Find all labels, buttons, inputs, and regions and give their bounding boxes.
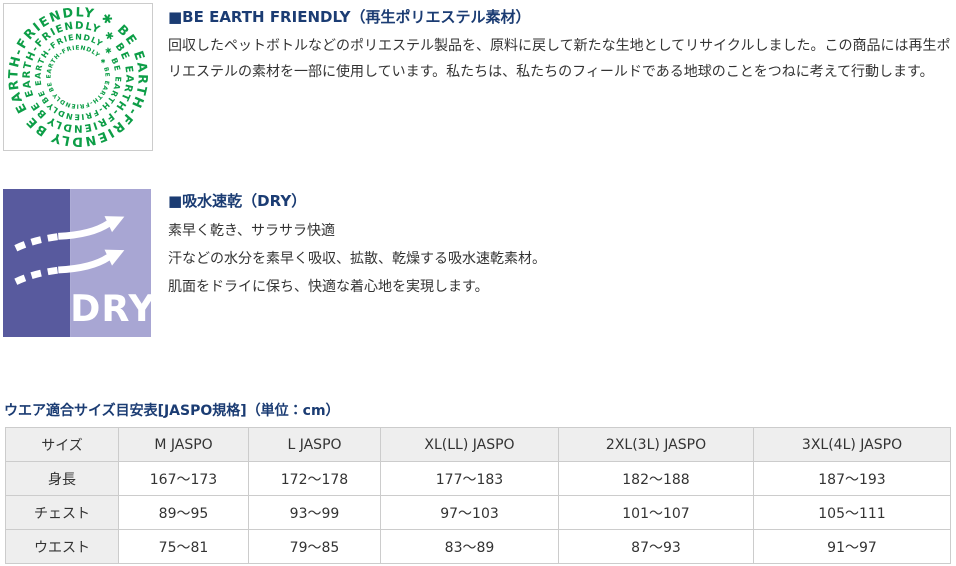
dry-icon: DRY — [3, 189, 151, 337]
table-row-waist: ウエスト 75～81 79～85 83～89 87～93 91～97 — [5, 529, 951, 564]
header-m: M JASPO — [118, 427, 249, 462]
arrow-bottom-dashed-tail — [14, 266, 61, 285]
cell-waist-l: 79～85 — [248, 529, 381, 564]
cell-height-xl: 177～183 — [380, 461, 559, 496]
dry-text-block: ■吸水速乾（DRY） 素早く乾き、サラサラ快適 汗などの水分を素早く吸収、拡散、… — [168, 186, 952, 301]
table-row-height: 身長 167～173 172～178 177～183 182～188 187～1… — [5, 461, 951, 496]
row-label-chest: チェスト — [5, 495, 119, 530]
cell-height-m: 167～173 — [118, 461, 249, 496]
cell-chest-l: 93～99 — [248, 495, 381, 530]
dry-icon-right-panel — [70, 189, 151, 337]
dry-line-3: 肌面をドライに保ち、快適な着心地を実現します。 — [168, 279, 489, 295]
row-label-height: 身長 — [5, 461, 119, 496]
dry-heading: ■吸水速乾（DRY） — [168, 192, 307, 210]
header-2xl: 2XL(3L) JASPO — [558, 427, 754, 462]
header-3xl: 3XL(4L) JASPO — [753, 427, 951, 462]
cell-waist-3xl: 91～97 — [753, 529, 951, 564]
cell-waist-xl: 83～89 — [380, 529, 559, 564]
cell-chest-xl: 97～103 — [380, 495, 559, 530]
row-label-waist: ウエスト — [5, 529, 119, 564]
header-l: L JASPO — [248, 427, 381, 462]
dry-icon-label: DRY — [70, 287, 151, 330]
eco-heading: ■BE EARTH FRIENDLY（再生ポリエステル素材） — [168, 8, 531, 26]
cell-height-3xl: 187～193 — [753, 461, 951, 496]
dry-feature-icon: DRY — [3, 188, 151, 338]
cell-chest-3xl: 105～111 — [753, 495, 951, 530]
eco-text-block: ■BE EARTH FRIENDLY（再生ポリエステル素材） 回収したペットボト… — [168, 2, 952, 85]
dry-line-1: 素早く乾き、サラサラ快適 — [168, 223, 336, 239]
header-size: サイズ — [5, 427, 119, 462]
header-xl: XL(LL) JASPO — [380, 427, 559, 462]
cell-waist-2xl: 87～93 — [558, 529, 754, 564]
cell-height-l: 172～178 — [248, 461, 381, 496]
arrow-top-shaft — [58, 220, 111, 240]
cell-height-2xl: 182～188 — [558, 461, 754, 496]
eco-body-text: 回収したペットボトルなどのポリエステル製品を、原料に戻して新たな生地としてリサイ… — [168, 38, 951, 80]
dry-line-2: 汗などの水分を素早く吸収、拡散、乾燥する吸水速乾素材。 — [168, 251, 546, 267]
dry-icon-left-panel — [3, 189, 71, 337]
arrow-top-dashed-tail — [14, 232, 61, 252]
size-table-header-row: サイズ M JASPO L JASPO XL(LL) JASPO 2XL(3L)… — [5, 427, 951, 462]
size-table: サイズ M JASPO L JASPO XL(LL) JASPO 2XL(3L)… — [5, 427, 951, 564]
table-row-chest: チェスト 89～95 93～99 97～103 101～107 105～111 — [5, 495, 951, 530]
arrow-top-head — [104, 216, 125, 233]
arrow-bottom-head — [104, 249, 125, 266]
earth-friendly-logo-icon: BE EARTH-FRIENDLY ✱ BE EARTH-FRIENDLY ✱ … — [7, 6, 149, 148]
cell-waist-m: 75～81 — [118, 529, 249, 564]
cell-chest-2xl: 101～107 — [558, 495, 754, 530]
earth-friendly-logo: BE EARTH-FRIENDLY ✱ BE EARTH-FRIENDLY ✱ … — [3, 3, 153, 151]
arrow-bottom-shaft — [58, 254, 111, 274]
size-table-title: ウエア適合サイズ目安表[JASPO規格]（単位：cm） — [4, 403, 340, 419]
cell-chest-m: 89～95 — [118, 495, 249, 530]
